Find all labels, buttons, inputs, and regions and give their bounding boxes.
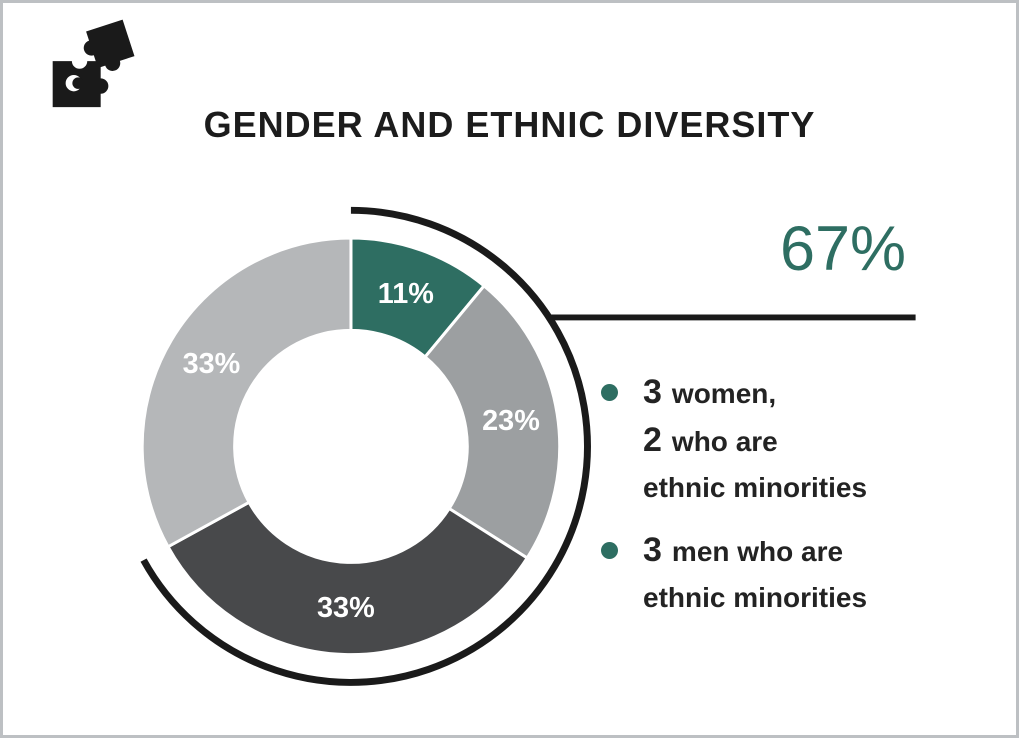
donut-segment-2 bbox=[423, 283, 562, 561]
legend-line: ethnic minorities bbox=[643, 465, 986, 511]
legend-line: 3 men who are bbox=[643, 527, 986, 575]
legend-text: women, bbox=[671, 378, 777, 409]
donut-segment-label: 23% bbox=[482, 405, 540, 437]
legend-item: 3 men who are ethnic minorities bbox=[601, 527, 986, 621]
legend-text: who are bbox=[671, 426, 778, 457]
bullet-dot-icon bbox=[601, 542, 618, 559]
legend-line: 2 who are bbox=[643, 417, 986, 465]
donut-segment-label: 33% bbox=[183, 348, 241, 380]
chart-title: GENDER AND ETHNIC DIVERSITY bbox=[203, 104, 816, 145]
highlight-value: 67% bbox=[779, 214, 907, 284]
legend-item: 3 women, 2 who are ethnic minorities bbox=[601, 369, 986, 511]
legend-text: ethnic minorities bbox=[643, 472, 868, 503]
legend-number: 3 bbox=[643, 531, 662, 569]
donut-segment-label: 33% bbox=[317, 592, 375, 624]
diversity-donut-chart: 11% 23% 33% 33% bbox=[140, 206, 916, 686]
donut-segment-label: 11% bbox=[378, 278, 434, 310]
donut-segment-3 bbox=[165, 500, 530, 657]
legend-line: 3 women, bbox=[643, 369, 986, 417]
donut-segment-4 bbox=[140, 236, 353, 549]
legend-number: 3 bbox=[643, 373, 662, 411]
legend-line: ethnic minorities bbox=[643, 575, 986, 621]
highlight-arc bbox=[140, 206, 591, 686]
bullet-dot-icon bbox=[601, 384, 618, 401]
legend-text: men who are bbox=[671, 536, 844, 567]
legend-text: ethnic minorities bbox=[643, 582, 868, 613]
legend-number: 2 bbox=[643, 421, 662, 459]
legend: 3 women, 2 who are ethnic minorities 3 men who… bbox=[601, 369, 986, 637]
puzzle-logo-icon bbox=[45, 15, 141, 111]
